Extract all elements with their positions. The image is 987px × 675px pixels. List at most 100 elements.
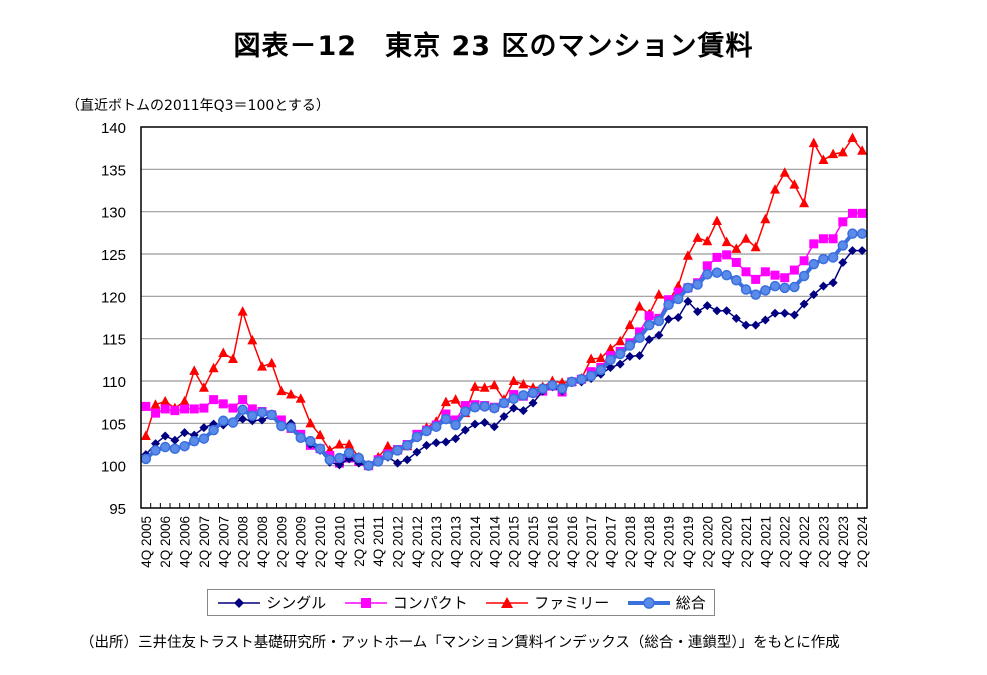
data-point	[189, 404, 199, 414]
data-point	[702, 269, 713, 280]
y-tick-label: 105	[101, 416, 126, 433]
data-point	[422, 440, 432, 450]
x-tick-label: 2Q 2006	[158, 516, 173, 568]
data-point	[847, 208, 857, 218]
data-point	[740, 284, 752, 295]
data-point	[238, 414, 248, 424]
data-point	[527, 387, 539, 399]
data-point	[731, 257, 741, 267]
data-point	[828, 234, 838, 244]
data-point	[702, 301, 712, 311]
data-point	[566, 376, 578, 388]
data-point	[780, 273, 790, 283]
series-line	[144, 231, 863, 468]
data-point	[180, 428, 190, 438]
data-point	[838, 217, 848, 227]
square-marker-icon	[344, 597, 387, 608]
x-tick-label: 4Q 2009	[294, 516, 309, 568]
legend-item-total: 総合	[626, 592, 706, 613]
grid-lines	[141, 168, 867, 467]
data-point	[712, 252, 722, 262]
data-point	[470, 419, 480, 429]
data-point	[624, 340, 636, 351]
x-tick-label: 4Q 2013	[449, 516, 464, 568]
data-point	[741, 267, 751, 277]
y-tick-label: 130	[101, 205, 126, 222]
data-point	[150, 399, 161, 409]
data-point	[305, 435, 316, 447]
legend-item-family: ファミリー	[484, 592, 609, 613]
data-point	[160, 431, 170, 441]
data-point	[227, 353, 238, 363]
y-tick-label: 95	[109, 501, 126, 518]
data-point	[799, 299, 809, 309]
data-point	[789, 179, 800, 189]
data-point	[401, 440, 413, 451]
chart-title: 図表－12 東京 23 区のマンション賃料	[233, 31, 754, 62]
x-tick-label: 4Q 2011	[371, 516, 386, 567]
data-point	[663, 299, 674, 311]
data-point	[141, 401, 151, 411]
x-tick-label: 2Q 2010	[313, 516, 328, 568]
data-point	[198, 382, 209, 392]
data-point	[199, 423, 209, 433]
data-point	[199, 403, 209, 413]
data-point	[528, 398, 538, 408]
data-point	[654, 330, 664, 340]
data-point	[208, 424, 219, 436]
legend-label: ファミリー	[534, 594, 610, 612]
data-point	[731, 313, 741, 323]
data-point	[198, 433, 210, 444]
data-point	[499, 412, 509, 422]
data-point	[382, 440, 393, 451]
data-point	[692, 279, 703, 290]
x-tick-label: 2Q 2015	[507, 516, 522, 568]
data-point	[635, 351, 645, 361]
data-point	[615, 335, 626, 346]
data-point	[615, 359, 625, 369]
data-point	[431, 438, 441, 448]
data-point	[779, 167, 790, 177]
data-point	[208, 362, 219, 373]
x-tick-label: 2Q 2014	[468, 516, 483, 568]
data-point	[238, 395, 248, 405]
y-tick-label: 125	[101, 247, 126, 264]
y-tick-label: 100	[101, 459, 126, 476]
data-point	[460, 425, 470, 435]
data-point	[469, 401, 481, 413]
data-point	[469, 381, 480, 391]
y-axis-tick-labels: 95 100 105 110 115 120 125 130 135 140	[101, 120, 126, 518]
data-point	[585, 370, 597, 382]
data-point	[635, 327, 645, 337]
data-point	[809, 239, 819, 249]
data-point	[489, 379, 500, 390]
data-point	[808, 258, 820, 270]
data-point	[653, 289, 664, 299]
x-axis-ticks	[140, 503, 868, 508]
data-point	[479, 382, 490, 392]
data-point	[256, 407, 268, 418]
data-point	[682, 250, 693, 260]
diamond-marker-icon	[218, 597, 261, 608]
x-axis-tick-labels: 4Q 2005 2Q 2006 4Q 2006 2Q 2007 4Q 2007 2Q 20…	[139, 516, 870, 568]
data-point	[789, 310, 799, 320]
series-total	[140, 228, 868, 471]
source-note: （出所）三井住友トラスト基礎研究所・アットホーム「マンション賃料インデックス（総…	[80, 635, 840, 651]
x-tick-label: 4Q 2014	[487, 516, 502, 568]
data-point	[769, 280, 781, 292]
data-point	[228, 403, 238, 413]
data-point	[693, 307, 703, 317]
data-point	[741, 233, 751, 243]
data-point	[673, 287, 683, 297]
x-tick-label: 4Q 2015	[526, 516, 541, 568]
data-point	[343, 447, 355, 459]
data-point	[179, 395, 190, 406]
data-point	[276, 420, 287, 432]
data-point	[586, 353, 597, 363]
data-point	[285, 422, 297, 433]
x-tick-label: 2Q 2007	[197, 516, 212, 568]
x-tick-label: 4Q 2005	[139, 516, 154, 568]
x-tick-label: 2Q 2016	[545, 516, 560, 568]
data-point	[169, 443, 181, 454]
data-point	[479, 401, 490, 412]
